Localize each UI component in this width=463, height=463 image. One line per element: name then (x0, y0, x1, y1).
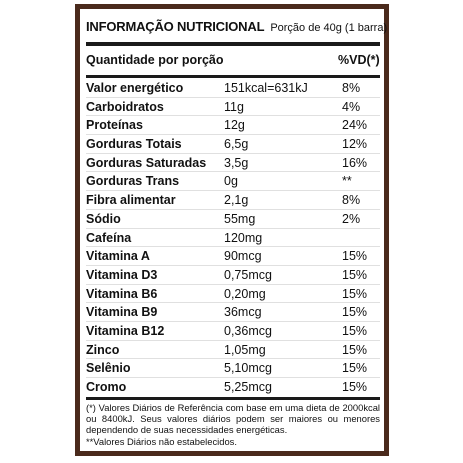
nutrient-amount: 12g (224, 118, 245, 133)
nutrient-amount: 0,75mcg (224, 267, 272, 282)
table-row: Vitamina B12 0,36mcg 15% (86, 322, 380, 341)
nutrient-amount: 120mg (224, 230, 263, 245)
footnotes: (*) Valores Diários de Referência com ba… (86, 402, 380, 447)
table-row: Vitamina B6 0,20mg 15% (86, 285, 380, 304)
nutrient-amount: 5,10mcg (224, 361, 272, 376)
table-row: Gorduras Saturadas 3,5g 16% (86, 154, 380, 173)
nutrient-vd: 4% (342, 99, 361, 114)
nutrient-vd: 8% (342, 81, 361, 95)
nutrient-amount: 6,5g (224, 137, 249, 152)
nutrient-amount: 3,5g (224, 155, 249, 170)
nutrient-name: Sódio (86, 211, 121, 226)
nutrient-amount: 5,25mcg (224, 380, 272, 394)
header-divider (86, 42, 380, 46)
table-row: Zinco 1,05mg 15% (86, 341, 380, 360)
nutrient-name: Vitamina D3 (86, 267, 158, 282)
nutrient-vd: ** (342, 174, 352, 189)
nutrient-name: Selênio (86, 361, 131, 376)
footnote-not-established: **Valores Diários não estabelecidos. (86, 435, 237, 447)
nutrient-name: Gorduras Trans (86, 174, 180, 189)
nutrient-vd: 15% (342, 267, 368, 282)
nutrient-vd: 15% (342, 305, 368, 320)
table-row: Gorduras Totais 6,5g 12% (86, 135, 380, 154)
nutrient-vd: 15% (342, 342, 368, 357)
nutrient-name: Vitamina B12 (86, 323, 165, 338)
nutrient-vd: 2% (342, 211, 361, 226)
nutrient-name: Gorduras Totais (86, 137, 182, 152)
nutrient-name: Cromo (86, 380, 127, 394)
nutrient-name: Vitamina A (86, 249, 150, 264)
nutrient-name: Valor energético (86, 81, 184, 95)
nutrition-header: INFORMAÇÃO NUTRICIONAL Porção de 40g (1 … (86, 19, 387, 41)
table-row: Selênio 5,10mcg 15% (86, 359, 380, 378)
nutrient-name: Carboidratos (86, 99, 164, 114)
nutrient-name: Cafeína (86, 230, 132, 245)
table-row: Gorduras Trans 0g ** (86, 172, 380, 192)
footer-divider (86, 397, 380, 400)
nutrient-vd: 8% (342, 193, 361, 208)
nutrient-amount: 0g (224, 174, 238, 189)
nutrition-title: INFORMAÇÃO NUTRICIONAL (86, 19, 265, 34)
nutrient-table: Valor energético 151kcal=631kJ 8% Carboidra… (86, 79, 380, 397)
quantity-column-label: Quantidade por porção (86, 53, 224, 67)
nutrient-vd: 24% (342, 118, 368, 133)
nutrient-vd: 12% (342, 137, 368, 152)
nutrient-amount: 11g (224, 99, 244, 114)
nutrient-amount: 2,1g (224, 193, 249, 208)
nutrient-name: Proteínas (86, 118, 143, 133)
table-row: Sódio 55mg 2% (86, 210, 380, 229)
column-header: Quantidade por porção %VD(*) (86, 53, 380, 71)
footnote-reference-values: (*) Valores Diários de Referência com ba… (86, 402, 380, 436)
nutrient-amount: 1,05mg (224, 342, 266, 357)
nutrient-vd: 15% (342, 323, 368, 338)
table-row: Fibra alimentar 2,1g 8% (86, 191, 380, 210)
portion-size: Porção de 40g (1 barra) (270, 22, 388, 34)
table-row: Proteínas 12g 24% (86, 116, 380, 136)
table-row: Cromo 5,25mcg 15% (86, 378, 380, 397)
nutrient-amount: 55mg (224, 211, 256, 226)
nutrient-amount: 0,36mcg (224, 323, 272, 338)
table-row: Carboidratos 11g 4% (86, 98, 380, 117)
nutrient-name: Vitamina B9 (86, 305, 158, 320)
table-row: Vitamina B9 36mcg 15% (86, 303, 380, 322)
column-divider (86, 75, 380, 78)
nutrient-name: Fibra alimentar (86, 193, 176, 208)
table-row: Cafeína 120mg (86, 229, 380, 248)
nutrient-vd: 15% (342, 286, 368, 301)
nutrient-vd: 15% (342, 380, 368, 394)
nutrient-vd: 16% (342, 155, 368, 170)
nutrient-vd: 15% (342, 361, 368, 376)
nutrient-name: Vitamina B6 (86, 286, 158, 301)
nutrition-facts-panel: INFORMAÇÃO NUTRICIONAL Porção de 40g (1 … (75, 4, 389, 456)
vd-column-label: %VD(*) (338, 53, 380, 67)
nutrient-amount: 90mcg (224, 249, 262, 264)
table-row: Valor energético 151kcal=631kJ 8% (86, 79, 380, 98)
table-row: Vitamina A 90mcg 15% (86, 247, 380, 266)
nutrient-amount: 151kcal=631kJ (224, 81, 308, 95)
nutrient-amount: 36mcg (224, 305, 262, 320)
nutrient-amount: 0,20mg (224, 286, 266, 301)
nutrient-name: Gorduras Saturadas (86, 155, 207, 170)
nutrient-name: Zinco (86, 342, 120, 357)
table-row: Vitamina D3 0,75mcg 15% (86, 266, 380, 285)
nutrient-vd: 15% (342, 249, 368, 264)
